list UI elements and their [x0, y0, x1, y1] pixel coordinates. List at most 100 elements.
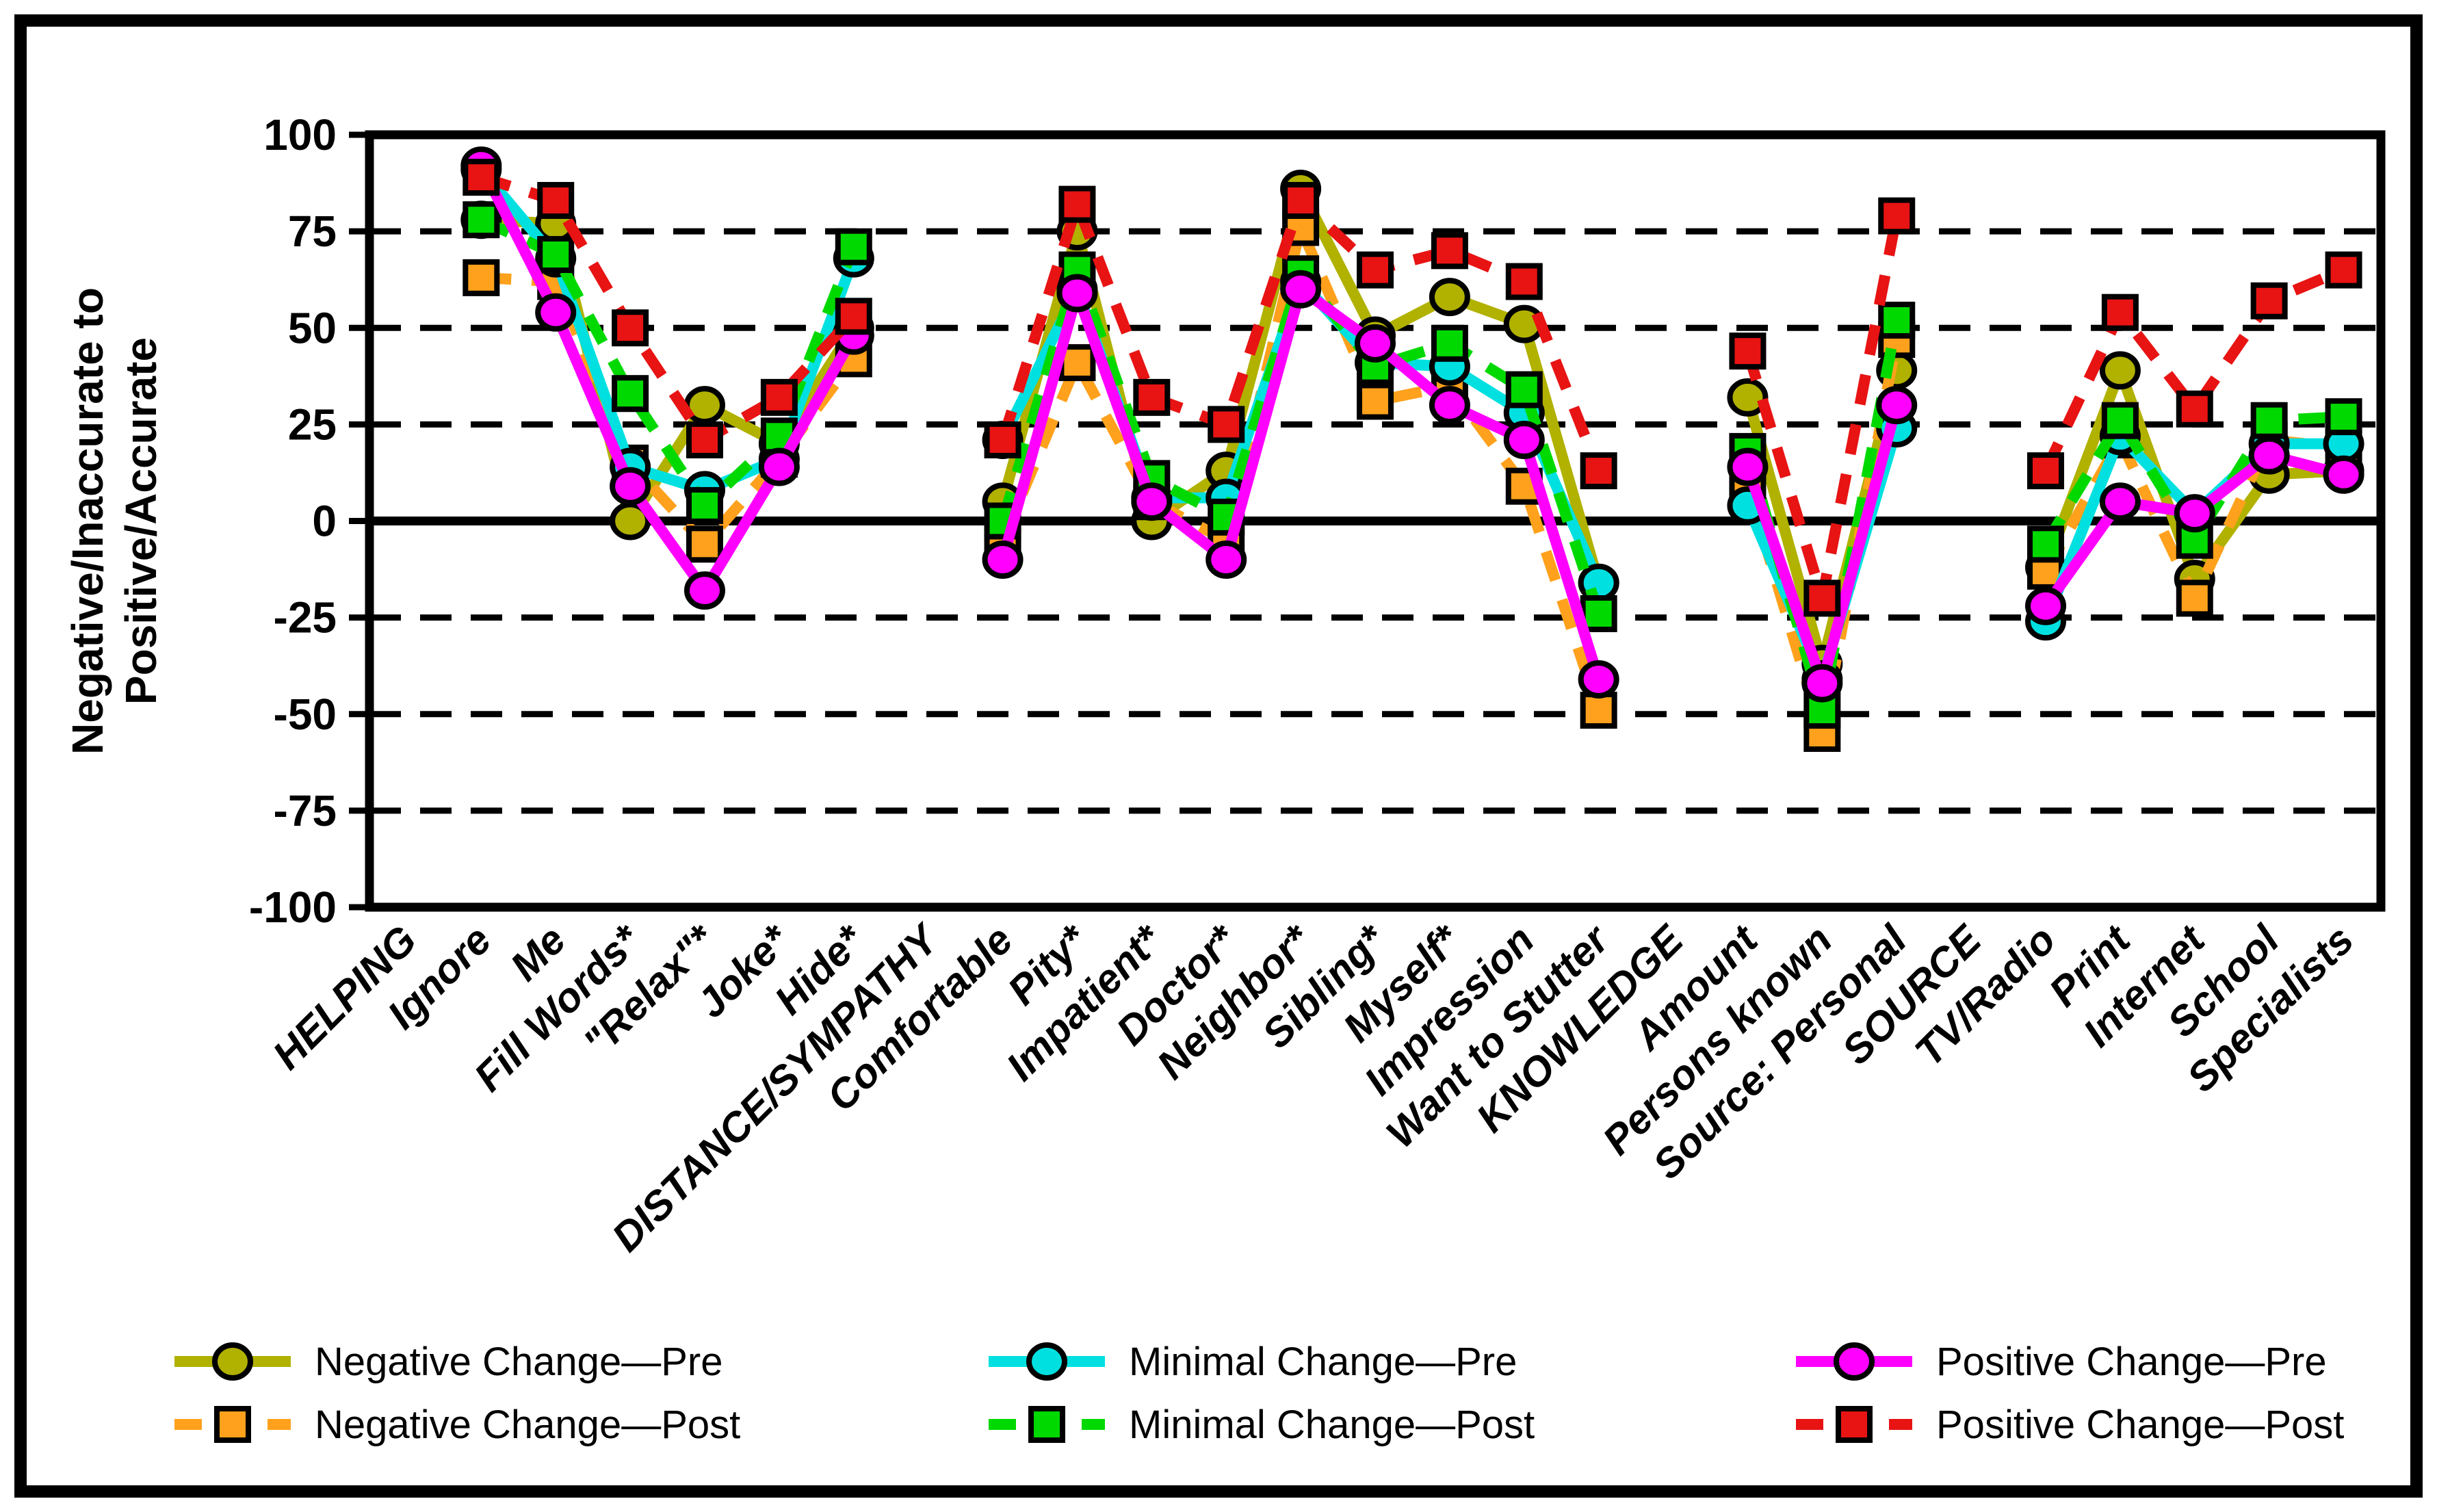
- marker: [2174, 494, 2215, 533]
- marker: [984, 421, 1021, 458]
- marker: [1431, 232, 1468, 270]
- marker: [537, 181, 575, 219]
- marker: [835, 298, 872, 335]
- y-axis-title-line: Positive/Accurate: [116, 337, 166, 705]
- legend-label: Minimal Change—Post: [1129, 1403, 1535, 1447]
- legend-label: Negative Change—Pre: [315, 1340, 722, 1384]
- marker: [1578, 563, 1619, 602]
- marker: [1834, 1342, 1875, 1381]
- y-tick-label: -50: [274, 690, 337, 739]
- marker: [2099, 482, 2141, 521]
- marker: [2099, 351, 2141, 390]
- marker: [686, 421, 723, 458]
- marker: [2248, 436, 2290, 475]
- marker: [686, 486, 723, 524]
- marker: [1836, 1406, 1873, 1443]
- y-tick-label: 75: [288, 207, 337, 256]
- y-axis: 100 75 50 25 0 -25 -50 -75 -100: [249, 110, 369, 932]
- marker: [1803, 579, 1841, 617]
- marker: [462, 201, 500, 239]
- marker: [1133, 378, 1171, 416]
- marker: [610, 467, 651, 506]
- y-tick-label: -100: [249, 883, 337, 932]
- legend-item-positive-change-pre: Positive Change—Pre: [1796, 1340, 2327, 1384]
- marker: [1876, 386, 1918, 425]
- y-tick-label: 50: [288, 303, 337, 352]
- marker: [612, 375, 649, 413]
- marker: [1878, 301, 1916, 339]
- marker: [212, 1342, 253, 1381]
- marker: [535, 293, 577, 332]
- legend-item-positive-change-post: Positive Change—Post: [1796, 1403, 2344, 1447]
- marker: [1727, 447, 1769, 486]
- legend-label: Positive Change—Pre: [1936, 1340, 2327, 1384]
- series-line: [476, 163, 859, 601]
- y-tick-label: 100: [263, 110, 337, 159]
- marker: [462, 259, 500, 296]
- marker: [1580, 452, 1617, 490]
- marker: [1056, 274, 1098, 313]
- marker: [760, 378, 798, 416]
- marker: [758, 447, 800, 486]
- series-positive-change-post: [462, 159, 2362, 617]
- y-tick-label: 0: [312, 497, 337, 546]
- marker: [1431, 324, 1468, 362]
- marker: [684, 571, 725, 610]
- marker: [982, 540, 1024, 579]
- legend-label: Negative Change—Post: [315, 1403, 740, 1447]
- marker: [1878, 197, 1916, 235]
- marker: [686, 525, 723, 563]
- marker: [1206, 540, 1247, 579]
- legend-label: Minimal Change—Pre: [1129, 1340, 1517, 1384]
- marker: [760, 417, 798, 455]
- marker: [2101, 402, 2139, 439]
- marker: [2176, 390, 2213, 428]
- y-axis-title-line: Negative/Inaccurate to: [63, 287, 112, 755]
- marker: [612, 309, 649, 347]
- marker: [462, 159, 500, 196]
- marker: [1578, 660, 1619, 699]
- marker: [1505, 263, 1543, 300]
- marker: [1357, 251, 1394, 289]
- y-tick-label: -75: [274, 786, 337, 835]
- marker: [1357, 382, 1394, 420]
- marker: [2325, 251, 2362, 289]
- marker: [1058, 185, 1096, 223]
- marker: [1131, 482, 1173, 521]
- marker: [1208, 406, 1245, 443]
- marker: [2101, 294, 2139, 331]
- marker: [684, 386, 725, 425]
- legend-item-negative-change-pre: Negative Change—Pre: [174, 1340, 722, 1384]
- marker: [835, 228, 872, 265]
- marker: [1429, 386, 1470, 425]
- marker: [1028, 1406, 1065, 1443]
- marker: [1729, 333, 1767, 370]
- y-tick-label: -25: [274, 593, 337, 642]
- marker: [1580, 692, 1617, 729]
- series-line: [2040, 265, 2346, 473]
- marker: [1801, 664, 1843, 703]
- marker: [1503, 420, 1545, 459]
- legend-label: Positive Change—Post: [1936, 1403, 2344, 1447]
- marker: [2323, 455, 2364, 494]
- marker: [1282, 181, 1320, 219]
- marker: [1727, 378, 1769, 417]
- marker: [1026, 1342, 1067, 1381]
- y-tick-label: 25: [288, 400, 337, 449]
- marker: [2176, 579, 2213, 617]
- marker: [1355, 324, 1396, 363]
- legend-item-minimal-change-post: Minimal Change—Post: [989, 1403, 1535, 1447]
- marker: [2250, 282, 2288, 320]
- series-minimal-change-post: [462, 201, 2362, 729]
- marker: [1429, 278, 1470, 317]
- marker: [1580, 595, 1617, 632]
- legend-item-negative-change-post: Negative Change—Post: [174, 1403, 740, 1447]
- y-axis-title: Negative/Inaccurate to Positive/Accurate: [63, 287, 166, 755]
- marker: [2027, 452, 2064, 490]
- figure-border: [14, 14, 2423, 1498]
- marker: [1505, 371, 1543, 408]
- marker: [2027, 525, 2064, 563]
